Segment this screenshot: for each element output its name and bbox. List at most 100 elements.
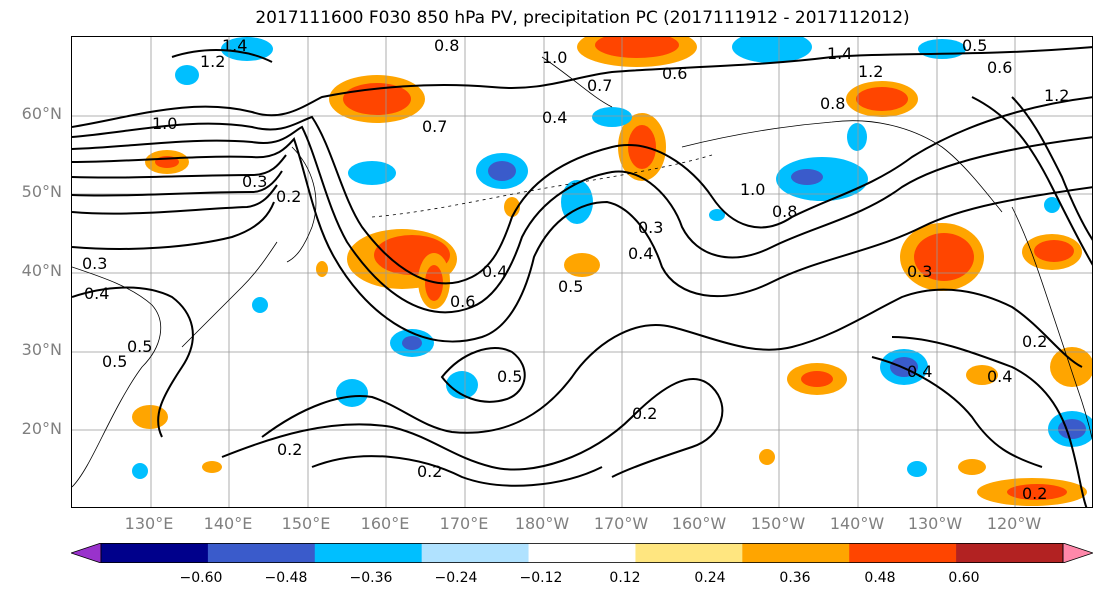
lat-label-20n: 20°N (21, 419, 62, 438)
precip-positive-area (759, 449, 775, 465)
precip-positive-area (504, 197, 520, 217)
pv-contour (440, 347, 526, 403)
precip-negative-area (221, 37, 273, 61)
lat-label-30n: 30°N (21, 340, 62, 359)
precip-negative-area (402, 336, 422, 350)
lon-label-150e: 150°E (281, 514, 331, 533)
contour-label: 0.8 (772, 202, 797, 221)
contour-label: 0.2 (1022, 484, 1047, 503)
contour-label: 0.4 (482, 262, 507, 281)
coastline-north-america (1011, 206, 1092, 440)
precip-positive-area (856, 87, 908, 111)
pv-contour (72, 184, 278, 215)
contour-label: 0.3 (82, 254, 107, 273)
pv-contour (72, 201, 275, 250)
lat-label-50n: 50°N (21, 182, 62, 201)
coastline-japan (181, 241, 278, 348)
pv-contour (1011, 96, 1092, 241)
precip-negative-area (1058, 419, 1086, 439)
colorbar-segment (101, 543, 209, 563)
contour-label: 0.8 (820, 94, 845, 113)
pv-contour (871, 356, 1043, 468)
precip-negative-area (561, 180, 593, 224)
lon-label-180w: 180°W (514, 514, 570, 533)
colorbar-tick-label: 0.36 (779, 570, 811, 586)
precip-positive-area (564, 253, 600, 277)
contour-label: 0.7 (587, 76, 612, 95)
precip-positive-area (1050, 347, 1092, 387)
contour-label: 0.2 (277, 440, 302, 459)
contour-label: 1.0 (152, 114, 177, 133)
precip-positive-area (595, 37, 679, 58)
colorbar-segment (207, 543, 316, 563)
contour-label: 0.5 (102, 352, 127, 371)
contour-label: 0.2 (417, 462, 442, 481)
lon-label-130e: 130°E (124, 514, 174, 533)
precip-positive-area (801, 371, 833, 387)
lon-label-160e: 160°E (360, 514, 410, 533)
precip-positive-area (1034, 240, 1074, 262)
precip-negative-area (709, 209, 725, 221)
pv-contour (311, 455, 603, 487)
pv-contour (221, 377, 724, 478)
lon-label-170e: 170°E (439, 514, 489, 533)
lon-label-120w: 120°W (986, 514, 1042, 533)
contour-label: 1.4 (827, 44, 852, 63)
pv-contour (72, 170, 283, 197)
precip-positive-area (132, 405, 168, 429)
precip-negative-area (907, 461, 927, 477)
colorbar-border (100, 543, 1064, 563)
colorbar-tick-label: −0.36 (349, 570, 393, 586)
contour-label: 0.5 (497, 367, 522, 386)
contour-label: 0.6 (662, 64, 687, 83)
colorbar-extend-low (71, 543, 102, 563)
pv-contour (72, 154, 287, 179)
precip-negative-area (592, 107, 632, 127)
pv-contour (72, 125, 1092, 314)
pv-contour (72, 96, 1092, 285)
contour-label: 0.4 (907, 362, 932, 381)
contour-label: 0.6 (987, 58, 1012, 77)
aleutian-islands (371, 154, 713, 218)
contour-label: 0.5 (127, 337, 152, 356)
colorbar-extend-high (1062, 543, 1093, 563)
precip-negative-area (446, 371, 478, 399)
contour-label: 0.2 (276, 187, 301, 206)
pv-contours (72, 46, 1092, 507)
contour-label: 1.4 (222, 37, 247, 55)
precip-positive-area (316, 261, 328, 277)
contour-label: 0.5 (962, 37, 987, 55)
precip-positive-area (966, 365, 998, 385)
colorbar-tick-label: 0.24 (694, 570, 726, 586)
coastlines (72, 56, 1092, 488)
colorbar (71, 543, 1093, 563)
colorbar-tick-label: −0.24 (434, 570, 478, 586)
pv-contour (171, 49, 273, 63)
colorbar-segment (314, 543, 423, 563)
pv-contour (971, 96, 1092, 266)
precip-negative-area (252, 297, 268, 313)
colorbar-segment (956, 543, 1064, 563)
map-title: 2017111600 F030 850 hPa PV, precipitatio… (255, 8, 910, 28)
precipitation-shading (132, 37, 1092, 506)
precip-positive-area (202, 461, 222, 473)
coastline-kamchatka (286, 146, 317, 263)
precip-negative-area (488, 161, 516, 181)
contour-label: 0.2 (632, 404, 657, 423)
contour-label: 0.4 (542, 108, 567, 127)
contour-label: 0.2 (1022, 332, 1047, 351)
colorbar-segment (421, 543, 530, 563)
colorbar-tick-label: 0.12 (609, 570, 641, 586)
colorbar-segment (528, 543, 636, 563)
lon-label-170w: 170°W (593, 514, 649, 533)
precip-positive-area (914, 233, 974, 281)
pv-contour (72, 46, 1092, 128)
contour-label: 1.2 (200, 52, 225, 71)
map-svg: 1.2 1.4 0.8 1.0 0.7 0.6 1.4 1.2 0.5 0.6 … (72, 37, 1092, 507)
lat-label-60n: 60°N (21, 104, 62, 123)
colorbar-tick-label: 0.48 (864, 570, 896, 586)
lon-label-140w: 140°W (829, 514, 885, 533)
contour-label: 0.7 (422, 117, 447, 136)
pv-contour (261, 288, 1083, 438)
contour-labels: 1.2 1.4 0.8 1.0 0.7 0.6 1.4 1.2 0.5 0.6 … (82, 37, 1069, 503)
